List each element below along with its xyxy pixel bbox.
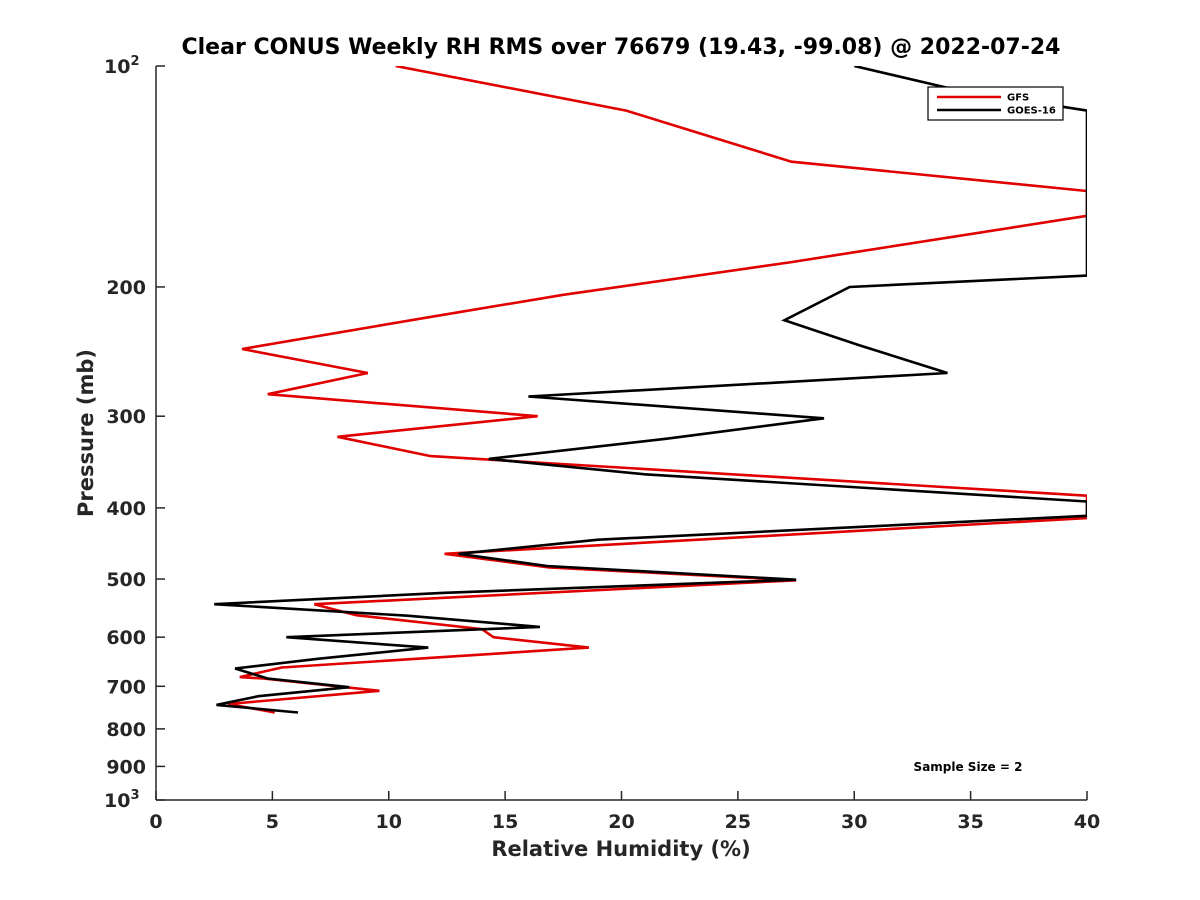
x-tick-label: 0 — [149, 811, 162, 833]
sample-size-annotation: Sample Size = 2 — [914, 760, 1023, 774]
x-axis-label: Relative Humidity (%) — [491, 837, 750, 861]
legend-label-gfs: GFS — [1007, 93, 1029, 104]
plot-area — [156, 66, 1087, 800]
y-axis-label: Pressure (mb) — [74, 349, 98, 517]
x-tick-label: 25 — [725, 811, 751, 833]
x-tick-label: 20 — [608, 811, 634, 833]
x-tick-label: 5 — [266, 811, 279, 833]
y-tick-label: 400 — [106, 498, 146, 520]
y-tick-label: 300 — [106, 406, 146, 428]
x-tick-label: 15 — [492, 811, 518, 833]
x-tick-label: 30 — [841, 811, 867, 833]
y-tick-exponent: 2 — [130, 54, 139, 69]
x-tick-label: 40 — [1074, 811, 1100, 833]
x-tick-label: 10 — [376, 811, 402, 833]
y-tick-label: 600 — [106, 627, 146, 649]
legend-label-goes16: GOES-16 — [1007, 106, 1056, 117]
legend-box — [927, 86, 1064, 121]
y-tick-label: 200 — [106, 277, 146, 299]
chart-title: Clear CONUS Weekly RH RMS over 76679 (19… — [182, 35, 1061, 60]
series-layer — [214, 66, 1087, 714]
x-tick-label: 35 — [957, 811, 983, 833]
series-line-gfs — [227, 66, 1087, 714]
y-tick-label: 800 — [106, 719, 146, 741]
y-tick-label: 900 — [106, 756, 146, 778]
legend: GFS GOES-16 — [927, 86, 1064, 121]
y-tick-exponent: 3 — [130, 788, 139, 803]
x-axis-ticks: 0 5 10 15 20 25 30 35 40 — [149, 791, 1100, 833]
y-tick-label: 500 — [106, 569, 146, 591]
axes-background — [156, 66, 1087, 800]
series-line-goes16 — [214, 66, 1087, 714]
y-tick-label: 700 — [106, 676, 146, 698]
